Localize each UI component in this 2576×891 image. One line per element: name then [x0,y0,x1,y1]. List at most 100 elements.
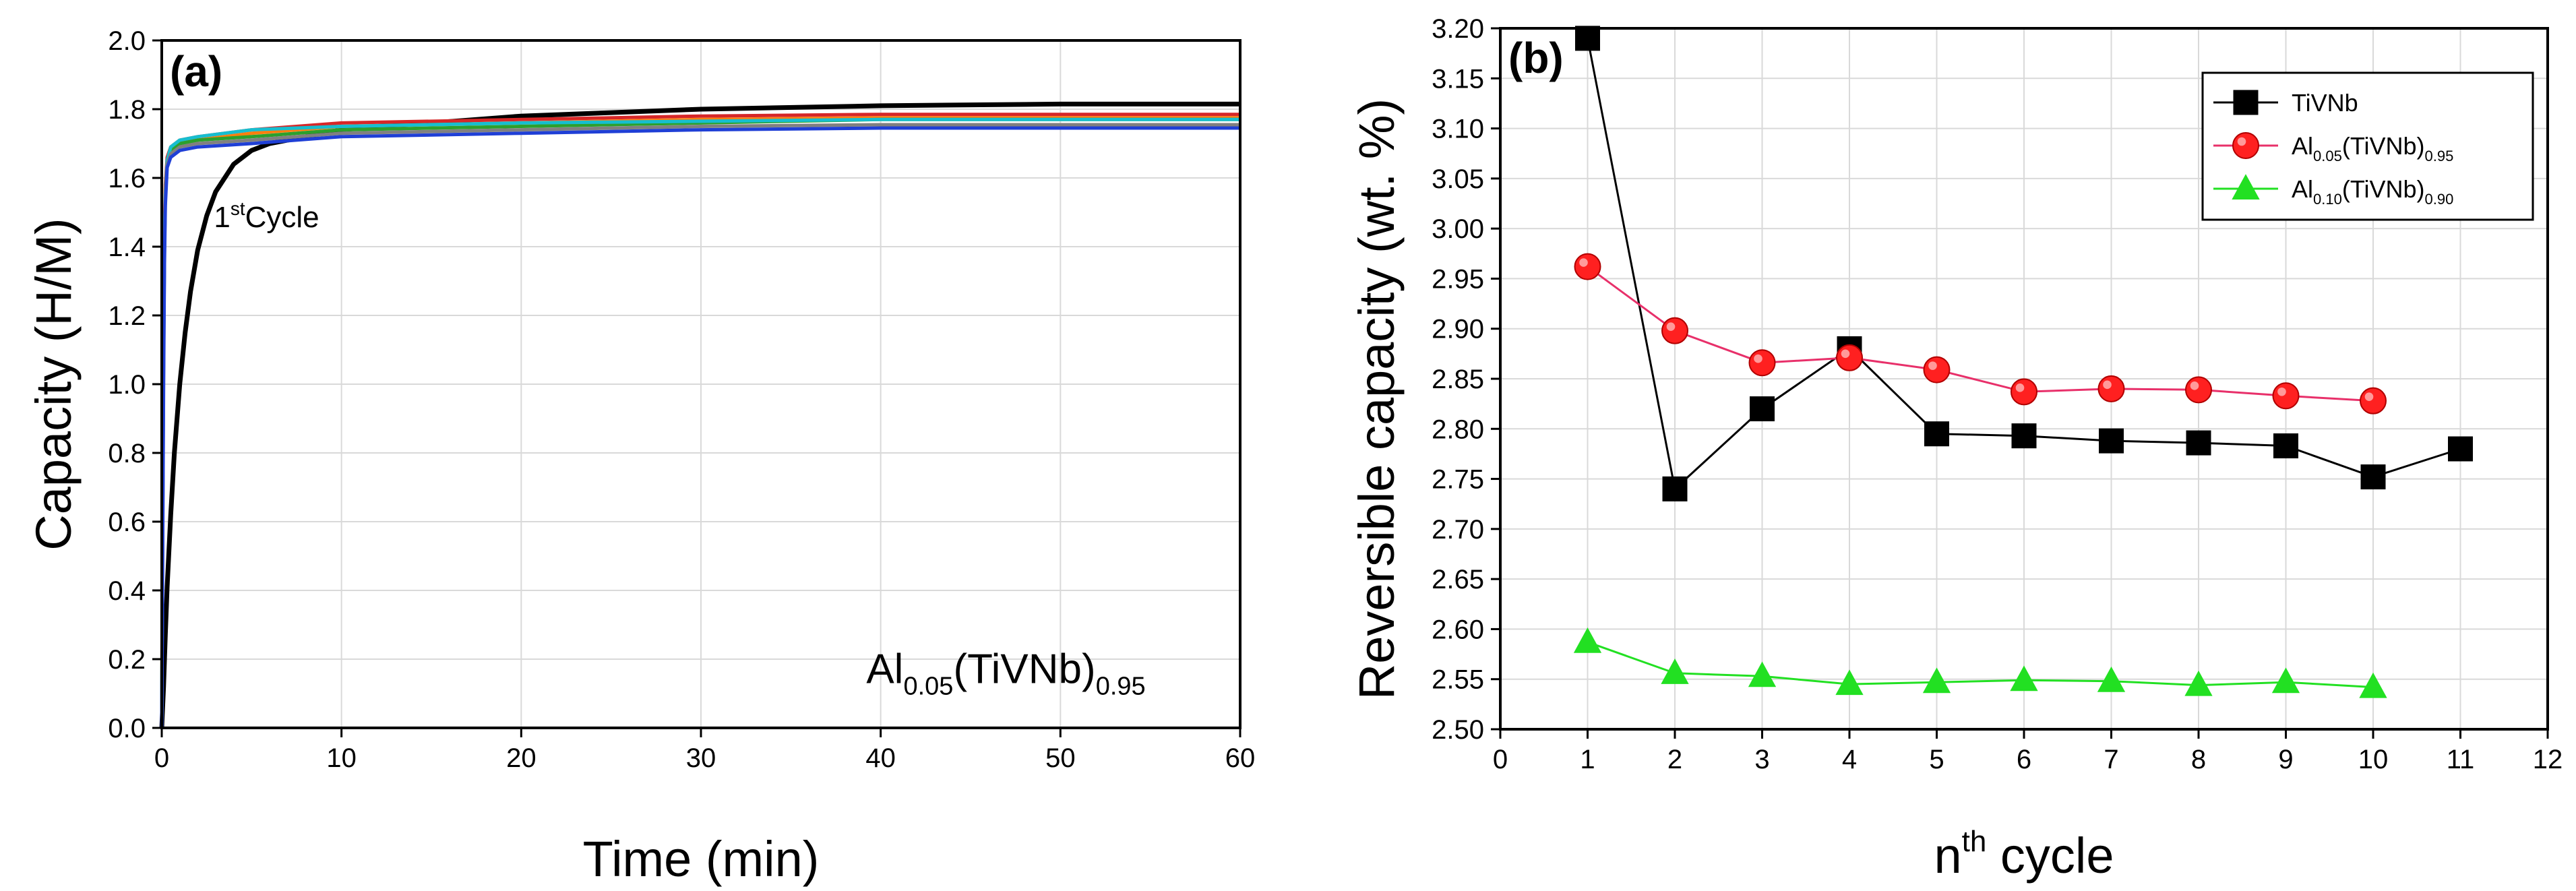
b-point-1 [2448,436,2473,462]
b-ytick-label: 2.75 [1432,465,1484,495]
a-ytick-label: 0.2 [108,645,146,675]
b-xtick-label: 10 [2358,745,2389,774]
b-ytick-label: 2.60 [1432,615,1484,644]
b-ytick-label: 2.70 [1432,515,1484,545]
a-ytick-label: 1.6 [108,164,146,193]
a-xtick-label: 20 [506,743,536,773]
b-xtick-label: 6 [2017,745,2031,774]
b-ytick-label: 3.20 [1432,14,1484,44]
b-point-3 [1835,669,1864,696]
a-xtick-label: 40 [865,743,896,773]
b-ytick-label: 3.15 [1432,64,1484,94]
b-ytick-label: 2.50 [1432,715,1484,745]
b-point-3 [1661,658,1689,684]
b-point-2 [1836,344,1863,371]
b-point-3 [2010,665,2038,692]
a-x-axis-title: Time (min) [583,831,820,887]
b-legend-label-3: Al0.10(TiVNb)0.90 [2292,175,2453,208]
a-ytick-label: 2.0 [108,26,146,56]
b-legend-label-1: TiVNb [2292,89,2358,117]
b-point-1 [1662,476,1688,501]
b-point-1 [2099,428,2124,454]
a-xtick-label: 60 [1225,743,1256,773]
b-legend-marker-2 [2232,132,2259,159]
b-ytick-label: 2.90 [1432,315,1484,344]
b-xtick-label: 8 [2191,745,2206,774]
b-series-line-3 [1587,641,2374,689]
b-ytick-label: 2.55 [1432,665,1484,695]
a-xtick-label: 30 [686,743,716,773]
b-point-3 [1748,661,1777,687]
b-point-2-highlight [1841,349,1850,359]
b-xtick-label: 12 [2533,745,2563,774]
b-point-1 [2273,433,2298,459]
b-point-2-highlight [2190,381,2199,390]
b-xtick-label: 5 [1929,745,1944,774]
a-panel-label: (a) [170,47,222,96]
a-first-cycle-annotation: 1stCycle [214,198,319,234]
b-ytick-label: 3.00 [1432,214,1484,244]
b-point-1 [1750,396,1775,422]
b-point-2 [2272,382,2300,410]
b-point-1 [1924,421,1949,447]
a-xtick-label: 10 [326,743,357,773]
b-point-2-highlight [1928,361,1937,370]
b-y-axis-title: Reversible capacity (wt. %) [1349,98,1405,700]
b-ytick-label: 3.10 [1432,115,1484,144]
a-sample-label: Al0.05(TiVNb)0.95 [866,646,1145,701]
b-point-2 [1661,317,1688,344]
b-point-3 [2184,670,2213,696]
b-point-1 [2360,464,2386,490]
b-xtick-label: 9 [2278,745,2293,774]
a-ytick-label: 1.0 [108,370,146,400]
b-ytick-label: 2.95 [1432,264,1484,294]
a-ytick-label: 0.0 [108,714,146,743]
b-xtick-label: 7 [2104,745,2118,774]
b-point-2 [1923,356,1951,383]
a-series-line-7 [160,126,1240,729]
a-xtick-label: 0 [154,743,169,773]
b-xtick-label: 3 [1754,745,1769,774]
b-point-2-highlight [2015,383,2025,392]
b-point-1 [2011,423,2037,449]
b-point-2-highlight [2103,380,2112,390]
b-point-2-highlight [2364,392,2374,401]
a-ytick-label: 1.4 [108,233,146,262]
a-xtick-label: 50 [1045,743,1076,773]
b-point-2-highlight [1666,322,1676,331]
b-legend-marker-2-highlight [2237,137,2246,146]
b-legend-marker-3 [2232,174,2260,200]
b-point-2 [2360,387,2387,414]
b-point-2-highlight [1579,258,1588,267]
b-ytick-label: 2.85 [1432,365,1484,394]
b-ytick-label: 2.65 [1432,565,1484,594]
b-legend-label-2: Al0.05(TiVNb)0.95 [2292,132,2453,164]
b-legend-marker-1 [2233,90,2259,115]
b-point-2 [2011,378,2037,406]
a-ytick-label: 1.8 [108,95,146,125]
a-ytick-label: 0.4 [108,576,146,606]
a-ytick-label: 0.8 [108,439,146,468]
b-point-3 [1922,667,1951,694]
b-xtick-label: 4 [1842,745,1857,774]
a-series-line-1 [159,101,1240,729]
b-point-2 [2097,375,2125,402]
b-xtick-label: 11 [2447,745,2475,774]
a-ytick-label: 0.6 [108,508,146,537]
b-point-1 [1575,26,1600,51]
b-point-1 [2186,430,2211,456]
b-point-2-highlight [1754,354,1762,363]
panel-a: 0 10 20 30 40 50 60 0.0 0.2 0.4 0.6 0.8 1.0 1.2 1.4 1.6… [26,26,1255,887]
a-y-axis-title: Capacity (H/M) [26,218,82,550]
b-ytick-label: 2.80 [1432,414,1484,444]
b-point-2-highlight [2277,387,2286,396]
b-point-3 [2271,667,2300,694]
b-point-3 [2359,672,2387,698]
b-ytick-label: 3.05 [1432,164,1484,194]
b-xtick-label: 0 [1493,745,1508,774]
b-panel-label: (b) [1508,34,1564,82]
b-point-3 [2097,666,2126,692]
b-point-3 [1573,627,1602,653]
b-xtick-label: 2 [1667,745,1682,774]
